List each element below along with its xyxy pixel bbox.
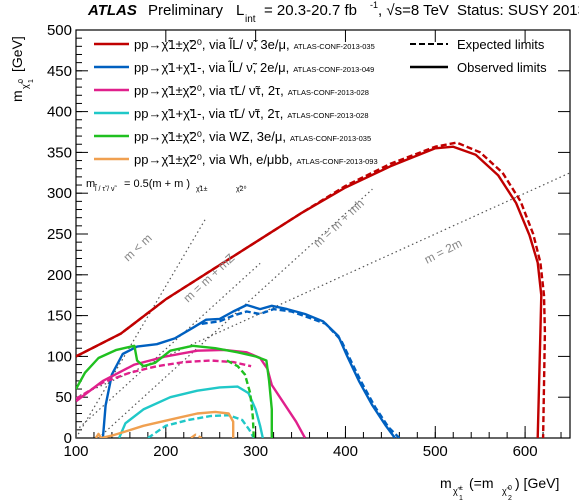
observed-limit-label: Observed limits: [457, 60, 547, 75]
x-tick-label: 300: [243, 443, 268, 460]
exclusion-curves: [76, 141, 547, 438]
observed-limit-curve: [76, 145, 543, 438]
legend-conf-note: ATLAS-CONF-2013-035: [294, 42, 375, 51]
expected-limit-curve: [147, 414, 255, 438]
mass-relation-note: m l̃ / τ̃ / ν̃ = 0.5(m + m ) χ̃1± χ̃2⁰: [86, 178, 247, 193]
x-axis-title: m χ̃ ± 1 (=m χ̃ 0 2 ) [GeV]: [440, 475, 559, 502]
observed-limit-curve: [76, 348, 307, 438]
x-axis-title-paren: (=m: [469, 475, 494, 491]
y-tick-label: 200: [47, 267, 72, 284]
y-tick-label: 0: [64, 430, 72, 447]
luminosity-symbol: L: [236, 2, 244, 19]
expected-limit-curve: [226, 359, 255, 438]
legend-conf-note: ATLAS-CONF-2013-049: [293, 65, 374, 74]
y-tick-label: 300: [47, 185, 72, 202]
legend-conf-note: ATLAS-CONF-2013-035: [290, 134, 371, 143]
y-tick-label: 500: [47, 22, 72, 39]
legend-label: pp→χ̃1±χ̃2⁰, via τ̃L/ ν̃τ, 2τ,: [134, 83, 284, 98]
kinematic-line: [98, 188, 373, 438]
y-axis-title-sub-idx: 1: [28, 79, 35, 83]
kinematic-line-label-text: m < m: [120, 231, 154, 264]
x-axis-title-end: ) [GeV]: [515, 475, 559, 491]
x-axis-title-main: m: [440, 475, 452, 491]
x-axis-title-sub-sup: ±: [459, 485, 463, 492]
legend-label: pp→χ̃1±χ̃2⁰, via Wh, e/μbb,: [134, 152, 293, 167]
x-tick-label: 600: [513, 443, 538, 460]
kinematic-line-label-text: m = m + mZ: [180, 251, 237, 305]
mass-note-m1-sub: l̃ / τ̃ / ν̃: [94, 185, 118, 193]
x-axis-title-sub2-idx: 2: [508, 495, 512, 502]
legend-conf-note: ATLAS-CONF-2013-028: [288, 88, 369, 97]
mass-note-m2-sub: χ̃1±: [196, 186, 208, 193]
style-legend: Expected limits Observed limits: [410, 37, 547, 75]
observed-limit-curve: [76, 344, 273, 438]
y-tick-label: 350: [47, 144, 72, 161]
y-axis-title-sub: χ̃: [20, 80, 30, 89]
kinematic-line-label: m = m + mZ: [180, 251, 237, 305]
kinematic-line-label-text: m = 2m: [422, 236, 464, 267]
legend-label: pp→χ̃1±χ̃2⁰, via l̃L/ ν̃, 3e/μ,: [134, 37, 290, 52]
observed-limit-curve: [117, 385, 264, 438]
x-axis-title-sub: χ̃: [453, 486, 462, 496]
legend-label: pp→χ̃1+χ̃1-, via l̃L/ ν̃, 2e/μ,: [134, 60, 289, 75]
chart-header: ATLAS Preliminary L int = 20.3-20.7 fb -…: [87, 0, 579, 25]
y-tick-label: 250: [47, 226, 72, 243]
kinematic-line-label: m = 2m: [422, 236, 464, 267]
y-tick-label: 450: [47, 63, 72, 80]
atlas-label: ATLAS: [87, 2, 137, 19]
legend-label: pp→χ̃1+χ̃1-, via τ̃L/ ν̃τ, 2τ,: [134, 106, 283, 121]
legend-label: pp→χ̃1±χ̃2⁰, via WZ, 3e/μ,: [134, 129, 286, 144]
x-axis-title-sub-idx: 1: [459, 495, 463, 502]
x-tick-label: 200: [153, 443, 178, 460]
luminosity-exponent: -1: [370, 0, 378, 10]
mass-note-text: = 0.5(m + m ): [124, 178, 190, 190]
kinematic-lines: [76, 172, 570, 438]
x-axis-title-sub2-sup: 0: [508, 485, 512, 492]
kinematic-line-label-text: m = m + mh: [310, 196, 366, 250]
luminosity-subscript: int: [245, 14, 256, 25]
preliminary-label: Preliminary: [148, 2, 224, 19]
mass-note-m1: m: [86, 178, 95, 190]
y-tick-label: 400: [47, 104, 72, 121]
kinematic-line: [76, 262, 261, 432]
expected-limit-curve: [76, 141, 547, 438]
mass-note-m3-sub: χ̃2⁰: [236, 185, 247, 193]
luminosity-value: = 20.3-20.7 fb: [264, 2, 357, 19]
legend: pp→χ̃1±χ̃2⁰, via l̃L/ ν̃, 3e/μ, ATLAS-CON…: [94, 37, 378, 167]
x-tick-label: 100: [63, 443, 88, 460]
y-tick-label: 100: [47, 348, 72, 365]
y-tick-label: 50: [55, 389, 72, 406]
y-tick-label: 150: [47, 308, 72, 325]
y-axis-title: m χ̃ 0 1 [GeV]: [9, 36, 35, 102]
expected-limit-label: Expected limits: [457, 37, 545, 52]
energy-label: , √s=8 TeV: [378, 2, 449, 19]
x-tick-label: 500: [423, 443, 448, 460]
axes: 100 200 300 400 500 600 0 50 100 150 200 250 300 350 4…: [47, 22, 570, 460]
expected-limit-curve: [190, 433, 203, 438]
kinematic-line-label: m < m: [120, 231, 154, 264]
y-axis-title-main: m: [9, 90, 25, 102]
status-label: Status: SUSY 2013: [457, 2, 579, 19]
y-axis-title-end: [GeV]: [9, 36, 25, 72]
legend-conf-note: ATLAS-CONF-2013-028: [287, 111, 368, 120]
kinematic-line-label: m = m + mh: [310, 196, 366, 250]
expected-limit-curve: [76, 359, 252, 400]
x-tick-label: 400: [333, 443, 358, 460]
y-axis-title-sub-sup: 0: [18, 79, 25, 83]
x-axis-title-sub2: χ̃: [502, 486, 511, 496]
expected-limit-curve: [201, 307, 401, 438]
observed-limit-curve: [94, 410, 235, 438]
observed-limit-curve: [101, 303, 396, 438]
legend-conf-note: ATLAS-CONF-2013-093: [297, 157, 378, 166]
